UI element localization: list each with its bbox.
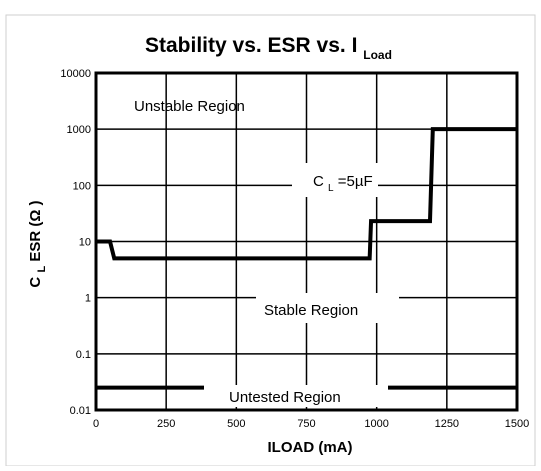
- untested-label-background: [204, 385, 388, 407]
- x-axis-label: ILOAD (mA): [268, 439, 353, 456]
- x-tick-label: 1500: [505, 418, 529, 430]
- stable-region-label: Stable Region: [264, 302, 358, 319]
- x-tick-label: 0: [93, 418, 99, 430]
- plot-frame: [94, 71, 519, 412]
- y-tick-label: 0.1: [76, 349, 91, 361]
- x-tick-label: 1250: [435, 418, 459, 430]
- cl-prefix: C: [313, 173, 324, 190]
- cl-label-background: [292, 163, 378, 197]
- untested-region-label: Untested Region: [229, 389, 341, 406]
- y-tick-label: 0.01: [70, 405, 91, 417]
- y-tick-label: 10: [79, 237, 91, 249]
- y-tick-label: 100: [73, 180, 91, 192]
- x-tick-label: 750: [297, 418, 315, 430]
- chart-title-sub: Load: [363, 48, 392, 62]
- y-tick-label: 10000: [60, 68, 91, 80]
- tick-labels: 0 250 500 750 1000 1250 1500 0.01 0.1 1 10 100 1000 1…: [60, 68, 529, 430]
- upper-boundary-line: [96, 127, 517, 261]
- cl-suffix: =5µF: [338, 173, 373, 190]
- x-tick-label: 250: [157, 418, 175, 430]
- chart-title: Stability vs. ESR vs. I Load: [145, 34, 392, 62]
- y-tick-label: 1: [85, 293, 91, 305]
- y-tick-label: 1000: [67, 124, 91, 136]
- y-axis-label: C L ESR (Ω ): [27, 200, 49, 287]
- cl-annotation: C L =5µF: [313, 173, 373, 195]
- y-axis-label-suffix: ESR (Ω ): [27, 200, 44, 261]
- y-axis-label-sub: L: [36, 266, 48, 273]
- stable-label-background: [256, 293, 399, 323]
- unstable-region-label: Unstable Region: [134, 98, 245, 115]
- chart-title-main: Stability vs. ESR vs. I: [145, 34, 357, 57]
- y-axis-label-prefix: C: [27, 277, 44, 288]
- x-tick-label: 1000: [364, 418, 388, 430]
- x-tick-label: 500: [227, 418, 245, 430]
- cl-subscript: L: [328, 183, 334, 194]
